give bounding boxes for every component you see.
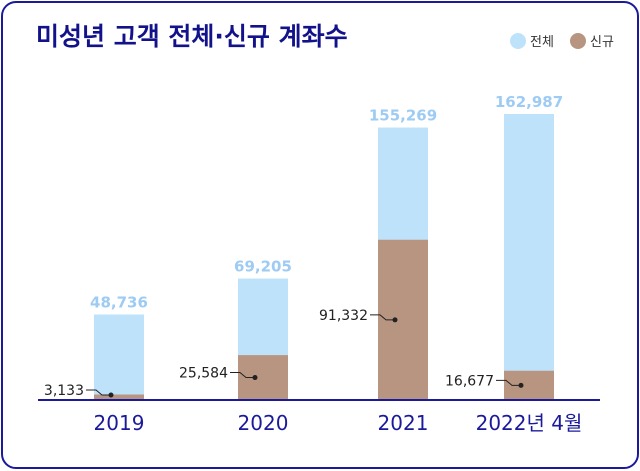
legend-swatch-total <box>510 33 526 49</box>
leader-line <box>86 389 111 396</box>
total-value-label: 162,987 <box>495 93 563 111</box>
legend-label-total: 전체 <box>530 35 554 50</box>
leader-line <box>370 314 395 321</box>
total-value-label: 155,269 <box>369 107 437 125</box>
leader-line <box>496 379 521 386</box>
leader-dot <box>252 375 258 381</box>
legend: 전체 신규 <box>510 33 614 50</box>
bar-total <box>94 314 144 400</box>
legend-swatch-new <box>570 33 586 49</box>
leader-line <box>230 372 255 379</box>
x-tick-label: 2019 <box>94 411 145 435</box>
bar-total <box>504 114 554 400</box>
x-tick-label: 2020 <box>238 411 289 435</box>
leader-dot <box>108 392 114 398</box>
new-value-label: 3,133 <box>44 383 84 399</box>
leader-dot <box>392 317 398 323</box>
total-value-label: 48,736 <box>90 293 148 311</box>
new-value-label: 16,677 <box>445 373 494 389</box>
new-value-label: 91,332 <box>319 308 368 324</box>
leader-dot <box>518 382 524 388</box>
x-tick-label: 2021 <box>378 411 429 435</box>
legend-label-new: 신규 <box>590 35 614 50</box>
x-tick-label: 2022년 4월 <box>476 411 583 435</box>
total-value-label: 69,205 <box>234 258 292 276</box>
new-value-label: 25,584 <box>179 366 228 382</box>
chart-title: 미성년 고객 전체·신규 계좌수 <box>36 22 348 51</box>
bar-new <box>94 394 144 400</box>
